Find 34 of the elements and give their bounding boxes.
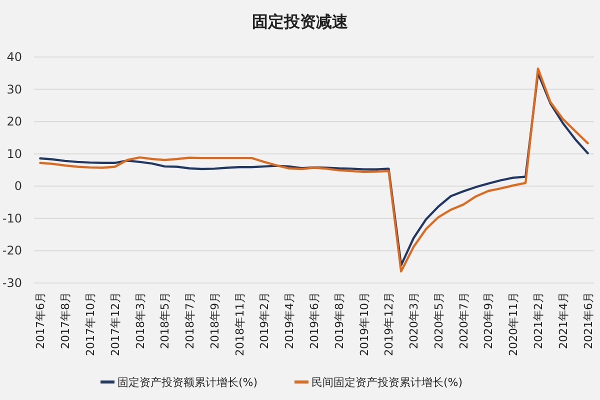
chart-title: 固定投资减速 bbox=[252, 12, 349, 31]
x-tick-label: 2017年10月 bbox=[84, 292, 97, 356]
x-tick-label: 2020年7月 bbox=[457, 292, 470, 349]
x-tick-label: 2018年3月 bbox=[134, 292, 147, 349]
x-tick-label: 2021年6月 bbox=[582, 292, 595, 349]
x-tick-label: 2017年8月 bbox=[59, 292, 72, 349]
y-tick-label: -10 bbox=[2, 211, 22, 226]
x-tick-label: 2018年11月 bbox=[233, 292, 246, 356]
x-tick-label: 2018年7月 bbox=[184, 292, 197, 349]
y-tick-label: 20 bbox=[6, 114, 22, 129]
x-tick-label: 2019年4月 bbox=[283, 292, 296, 349]
x-tick-label: 2017年12月 bbox=[108, 292, 122, 356]
x-tick-label: 2019年8月 bbox=[332, 292, 346, 349]
y-tick-label: 0 bbox=[14, 179, 22, 194]
x-tick-label: 2020年9月 bbox=[482, 292, 496, 349]
y-tick-label: -30 bbox=[2, 276, 22, 290]
x-tick-label: 2020年11月 bbox=[507, 292, 520, 356]
legend-label: 民间固定资产投资累计增长(%) bbox=[312, 376, 463, 389]
x-tick-label: 2020年5月 bbox=[432, 292, 446, 349]
x-tick-label: 2021年4月 bbox=[556, 292, 570, 349]
x-tick-label: 2021年2月 bbox=[532, 292, 545, 349]
y-tick-label: 40 bbox=[6, 50, 22, 64]
x-tick-label: 2020年3月 bbox=[408, 292, 421, 349]
x-tick-label: 2019年10月 bbox=[358, 292, 371, 356]
y-tick-label: 10 bbox=[6, 146, 22, 161]
x-tick-label: 2018年9月 bbox=[208, 292, 222, 349]
y-tick-label: 30 bbox=[6, 82, 22, 96]
x-tick-label: 2018年5月 bbox=[158, 292, 172, 349]
x-tick-label: 2019年2月 bbox=[258, 292, 272, 349]
y-tick-label: -20 bbox=[2, 244, 22, 258]
legend-label: 固定资产投资额累计增长(%) bbox=[118, 376, 258, 389]
x-tick-label: 2019年6月 bbox=[308, 292, 321, 349]
x-tick-label: 2017年6月 bbox=[34, 292, 48, 349]
x-tick-label: 2019年12月 bbox=[382, 292, 396, 356]
